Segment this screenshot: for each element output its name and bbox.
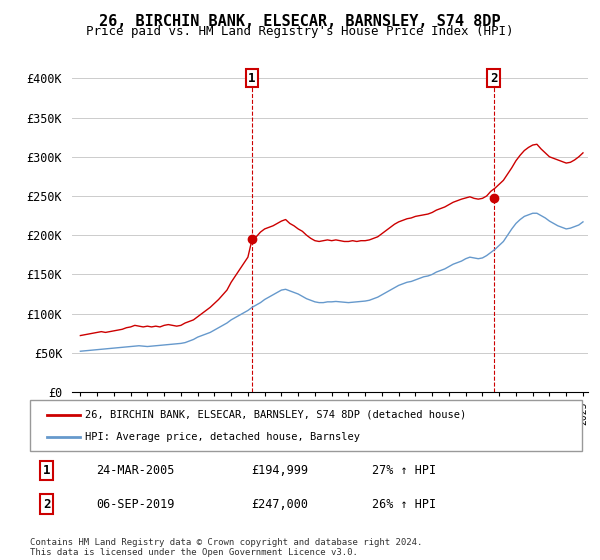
Text: 26% ↑ HPI: 26% ↑ HPI	[372, 497, 436, 511]
Text: 27% ↑ HPI: 27% ↑ HPI	[372, 464, 436, 477]
Text: HPI: Average price, detached house, Barnsley: HPI: Average price, detached house, Barn…	[85, 432, 360, 442]
Text: Price paid vs. HM Land Registry's House Price Index (HPI): Price paid vs. HM Land Registry's House …	[86, 25, 514, 38]
Text: 2: 2	[490, 72, 497, 85]
Text: 26, BIRCHIN BANK, ELSECAR, BARNSLEY, S74 8DP: 26, BIRCHIN BANK, ELSECAR, BARNSLEY, S74…	[99, 14, 501, 29]
Text: 26, BIRCHIN BANK, ELSECAR, BARNSLEY, S74 8DP (detached house): 26, BIRCHIN BANK, ELSECAR, BARNSLEY, S74…	[85, 409, 466, 419]
Text: 06-SEP-2019: 06-SEP-2019	[96, 497, 175, 511]
FancyBboxPatch shape	[30, 400, 582, 451]
Text: 24-MAR-2005: 24-MAR-2005	[96, 464, 175, 477]
Text: 1: 1	[43, 464, 50, 477]
Text: £194,999: £194,999	[251, 464, 308, 477]
Text: £247,000: £247,000	[251, 497, 308, 511]
Text: Contains HM Land Registry data © Crown copyright and database right 2024.
This d: Contains HM Land Registry data © Crown c…	[30, 538, 422, 557]
Text: 2: 2	[43, 497, 50, 511]
Text: 1: 1	[248, 72, 256, 85]
